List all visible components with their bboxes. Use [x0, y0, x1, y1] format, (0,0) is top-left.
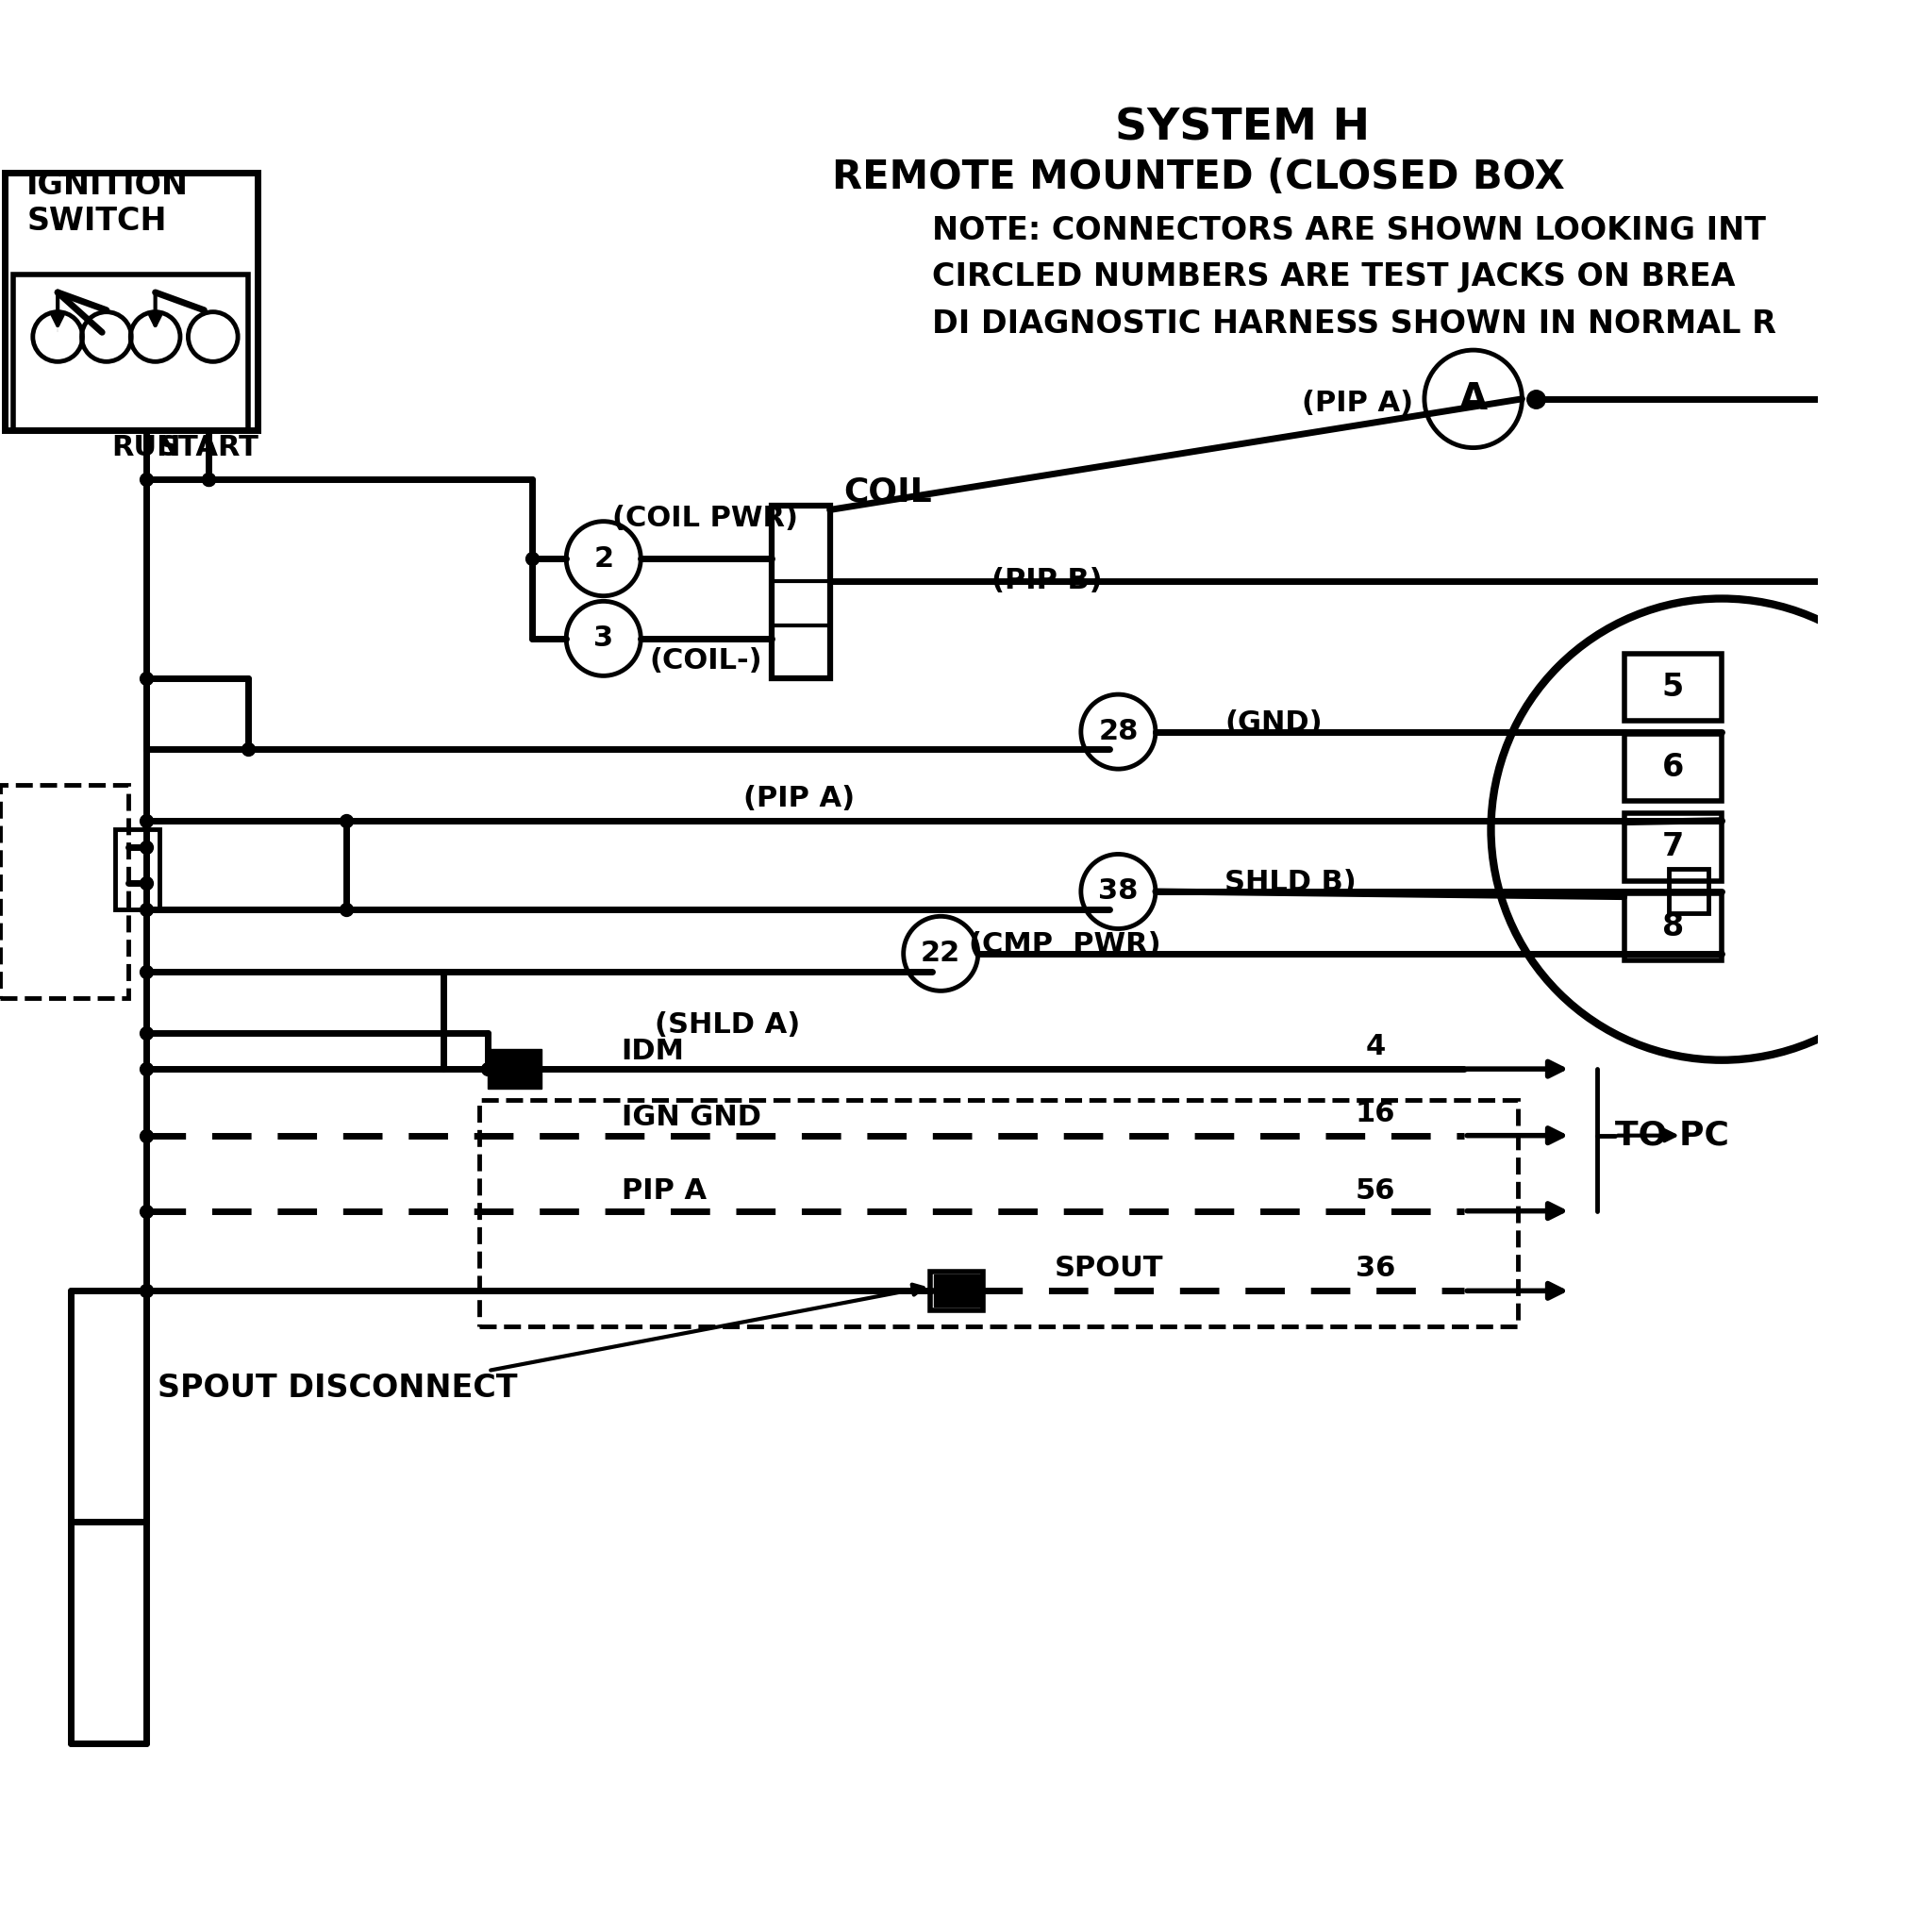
Text: START: START — [158, 435, 259, 462]
Text: 3: 3 — [593, 624, 614, 653]
Text: (COIL-): (COIL-) — [649, 647, 761, 674]
Text: (GND): (GND) — [1225, 709, 1323, 736]
Bar — [1625, 893, 1721, 960]
Text: SPOUT DISCONNECT: SPOUT DISCONNECT — [156, 1374, 518, 1405]
Bar — [14, 274, 249, 431]
Bar — [1625, 653, 1721, 721]
Text: CIRCLED NUMBERS ARE TEST JACKS ON BREA: CIRCLED NUMBERS ARE TEST JACKS ON BREA — [931, 261, 1735, 294]
Text: TO PC: TO PC — [1615, 1119, 1729, 1151]
Bar — [773, 506, 831, 678]
Bar — [933, 1275, 980, 1306]
Text: IGNITION
SWITCH: IGNITION SWITCH — [27, 170, 189, 238]
Text: SYSTEM H: SYSTEM H — [1115, 106, 1370, 149]
Bar — [1669, 869, 1708, 914]
Text: (CMP  PWR): (CMP PWR) — [970, 931, 1161, 958]
Text: (PIP B): (PIP B) — [991, 568, 1103, 595]
Text: 6: 6 — [1662, 752, 1685, 782]
Text: SHLD B): SHLD B) — [1225, 869, 1356, 896]
Bar — [929, 1271, 983, 1310]
Bar — [489, 1049, 541, 1088]
Text: 56: 56 — [1356, 1179, 1395, 1206]
Text: 5: 5 — [1662, 672, 1685, 703]
Text: (PIP A): (PIP A) — [744, 784, 854, 811]
Text: RUN: RUN — [112, 435, 182, 462]
Bar — [4, 172, 257, 431]
Text: 28: 28 — [1097, 719, 1138, 746]
Text: 7: 7 — [1662, 831, 1685, 864]
Bar — [0, 784, 129, 999]
Text: DI DIAGNOSTIC HARNESS SHOWN IN NORMAL R: DI DIAGNOSTIC HARNESS SHOWN IN NORMAL R — [931, 309, 1776, 340]
Text: NOTE: CONNECTORS ARE SHOWN LOOKING INT: NOTE: CONNECTORS ARE SHOWN LOOKING INT — [931, 214, 1766, 245]
Text: (SHLD A): (SHLD A) — [655, 1010, 800, 1037]
Text: IGN GND: IGN GND — [622, 1103, 761, 1132]
Text: A: A — [1459, 381, 1488, 417]
Text: (PIP A): (PIP A) — [1302, 390, 1414, 417]
Bar — [116, 829, 160, 910]
Text: 4: 4 — [1366, 1034, 1385, 1061]
Text: 2: 2 — [593, 545, 614, 572]
Text: 38: 38 — [1097, 877, 1138, 904]
Text: 8: 8 — [1662, 912, 1685, 943]
Text: PIP A: PIP A — [622, 1179, 707, 1206]
Bar — [1625, 734, 1721, 802]
Bar — [479, 1099, 1519, 1327]
Text: 36: 36 — [1356, 1256, 1395, 1283]
Text: (COIL PWR): (COIL PWR) — [612, 504, 798, 533]
Bar — [1625, 813, 1721, 881]
Text: SPOUT: SPOUT — [1055, 1256, 1163, 1283]
Text: 22: 22 — [922, 939, 960, 968]
Text: IDM: IDM — [622, 1037, 684, 1065]
Text: REMOTE MOUNTED (CLOSED BOX: REMOTE MOUNTED (CLOSED BOX — [833, 156, 1565, 197]
Text: 16: 16 — [1356, 1099, 1395, 1126]
Text: COIL: COIL — [844, 475, 931, 508]
